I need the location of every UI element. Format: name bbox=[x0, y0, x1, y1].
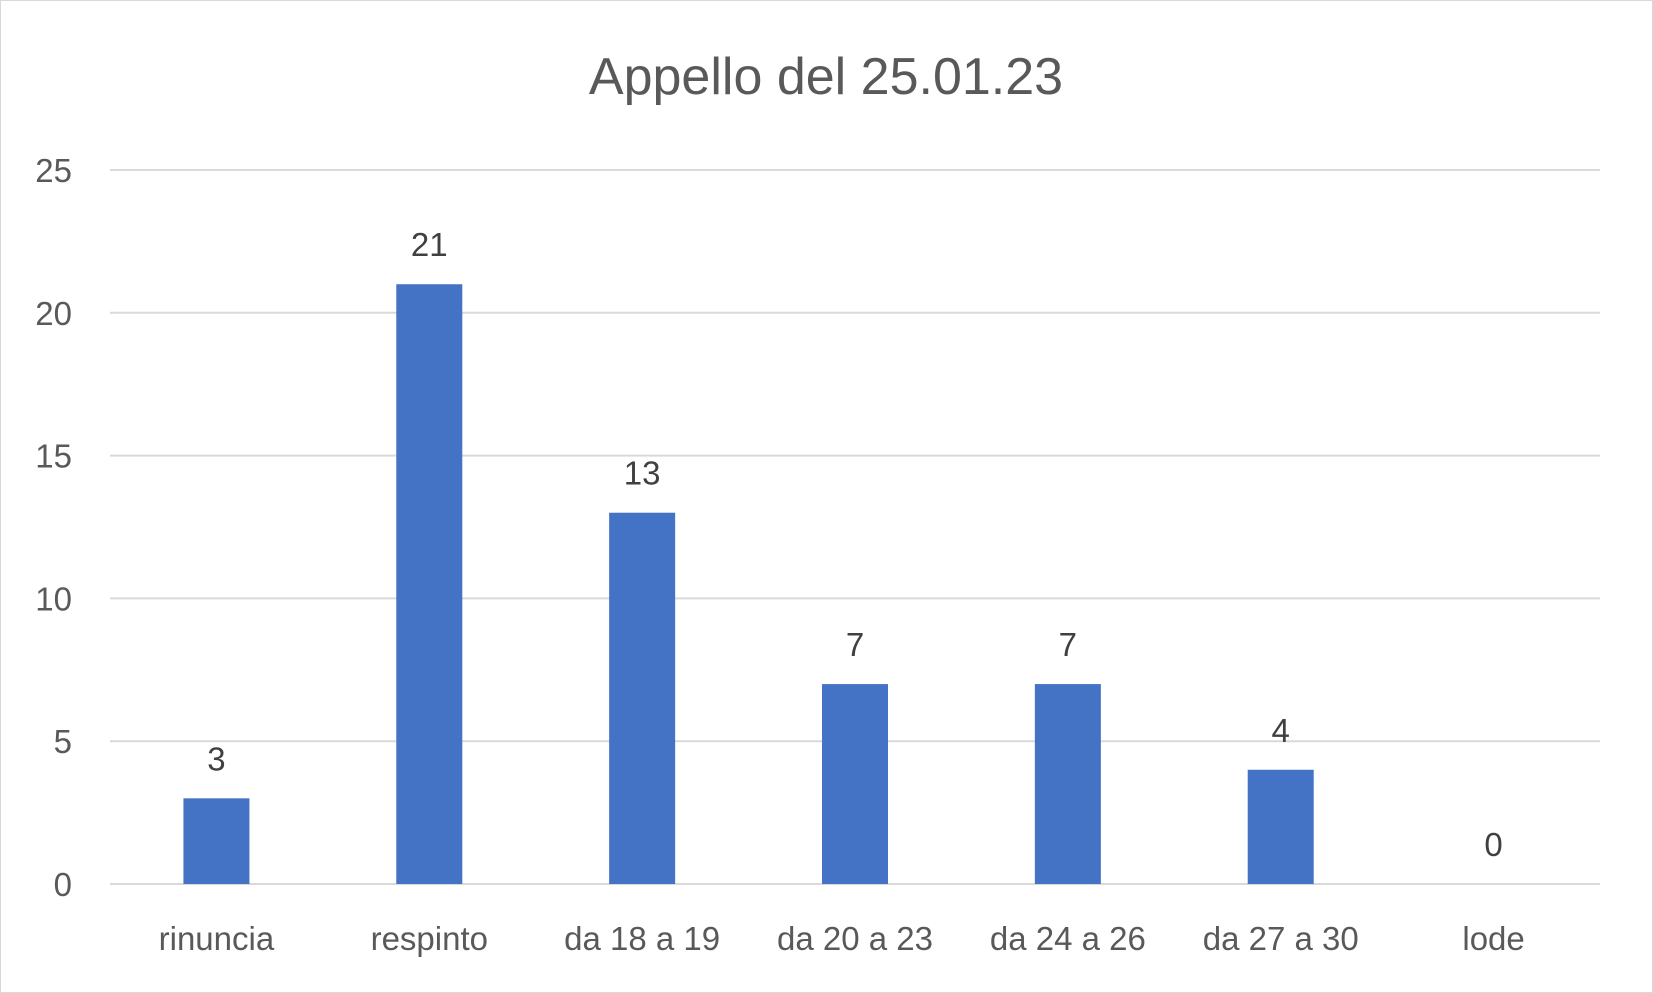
bar bbox=[1034, 684, 1101, 884]
data-label: 4 bbox=[1272, 712, 1290, 749]
x-category-label: da 20 a 23 bbox=[777, 920, 933, 957]
x-category-label: da 18 a 19 bbox=[564, 920, 720, 957]
y-tick-label: 5 bbox=[54, 723, 72, 760]
bar bbox=[1247, 769, 1314, 884]
x-category-label: respinto bbox=[371, 920, 488, 957]
y-tick-label: 25 bbox=[35, 152, 72, 189]
data-label: 13 bbox=[624, 455, 661, 492]
data-label: 7 bbox=[1059, 626, 1077, 663]
data-label: 21 bbox=[411, 226, 448, 263]
data-label: 7 bbox=[846, 626, 864, 663]
chart-title: Appello del 25.01.23 bbox=[589, 48, 1063, 106]
bar bbox=[822, 684, 888, 884]
bar bbox=[396, 284, 463, 884]
data-label: 0 bbox=[1484, 826, 1502, 863]
data-labels: 3 21 13 7 7 4 0 bbox=[207, 226, 1503, 863]
y-tick-label: 15 bbox=[35, 438, 72, 475]
data-label: 3 bbox=[207, 740, 225, 777]
x-category-label: lode bbox=[1462, 920, 1524, 957]
x-category-label: da 24 a 26 bbox=[990, 920, 1146, 957]
y-tick-label: 20 bbox=[35, 295, 72, 332]
y-tick-label: 0 bbox=[54, 866, 72, 903]
gridlines bbox=[110, 169, 1600, 885]
bar bbox=[183, 798, 250, 884]
bars bbox=[183, 284, 1314, 884]
x-category-label: da 27 a 30 bbox=[1203, 920, 1359, 957]
x-axis-categories: rinuncia respinto da 18 a 19 da 20 a 23 da 2… bbox=[159, 920, 1525, 957]
y-tick-label: 10 bbox=[35, 580, 72, 617]
x-category-label: rinuncia bbox=[159, 920, 275, 957]
bar bbox=[609, 512, 676, 884]
y-axis-ticks: 0 5 10 15 20 25 bbox=[35, 152, 72, 903]
